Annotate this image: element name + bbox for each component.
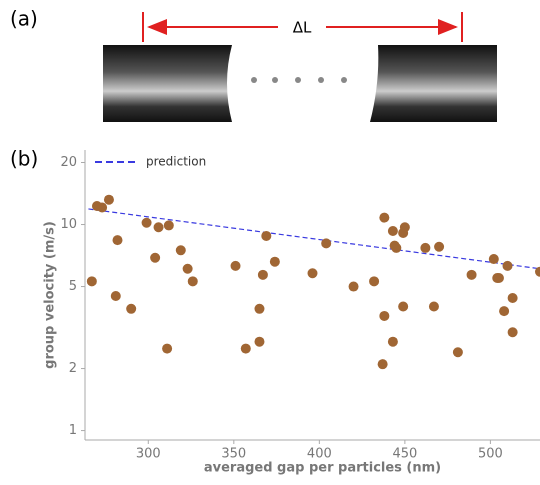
data-point bbox=[269, 256, 280, 267]
data-point bbox=[103, 194, 114, 205]
data-point bbox=[110, 290, 121, 301]
y-axis-label: group velocity (m/s) bbox=[43, 221, 58, 369]
data-point bbox=[97, 202, 108, 213]
data-point bbox=[369, 276, 380, 287]
data-point bbox=[452, 347, 463, 358]
data-point bbox=[387, 226, 398, 237]
x-tick-label: 400 bbox=[307, 447, 332, 462]
data-point bbox=[153, 222, 164, 233]
data-point bbox=[321, 238, 332, 249]
scheme: ΔL bbox=[103, 12, 497, 122]
data-point bbox=[86, 276, 97, 287]
data-point bbox=[391, 242, 402, 253]
legend-label: prediction bbox=[146, 155, 206, 169]
data-point bbox=[163, 220, 174, 231]
data-point bbox=[254, 336, 265, 347]
x-tick-label: 300 bbox=[136, 447, 161, 462]
x-tick-label: 450 bbox=[392, 447, 417, 462]
data-point bbox=[126, 303, 137, 314]
data-point bbox=[257, 269, 268, 280]
data-point bbox=[261, 230, 272, 241]
data-point bbox=[348, 281, 359, 292]
prediction-line bbox=[88, 208, 540, 270]
x-axis-label: averaged gap per particles (nm) bbox=[204, 461, 441, 476]
data-point bbox=[428, 301, 439, 312]
data-point bbox=[240, 343, 251, 354]
data-point bbox=[499, 306, 510, 317]
data-point bbox=[377, 359, 388, 370]
data-point bbox=[502, 260, 513, 271]
data-point bbox=[150, 252, 161, 263]
data-point bbox=[387, 336, 398, 347]
y-tick-label: 10 bbox=[60, 217, 77, 232]
data-point bbox=[187, 276, 198, 287]
x-tick-label: 500 bbox=[478, 447, 503, 462]
data-point bbox=[230, 260, 241, 271]
data-point bbox=[398, 301, 409, 312]
data-point bbox=[420, 242, 431, 253]
data-point bbox=[399, 222, 410, 233]
data-point bbox=[434, 241, 445, 252]
data-point bbox=[507, 327, 518, 338]
panel-label: (b) bbox=[10, 147, 38, 171]
data-point bbox=[162, 343, 173, 354]
photo-right bbox=[370, 45, 497, 122]
data-point bbox=[379, 310, 390, 321]
data-point bbox=[493, 273, 504, 284]
data-point bbox=[307, 268, 318, 279]
data-point bbox=[254, 303, 265, 314]
panel-label: (a) bbox=[10, 7, 38, 31]
data-point bbox=[535, 266, 540, 277]
y-tick-label: 20 bbox=[60, 155, 77, 170]
y-tick-label: 5 bbox=[69, 279, 77, 294]
y-tick-label: 2 bbox=[69, 361, 77, 376]
data-point bbox=[141, 217, 152, 228]
photo-left bbox=[103, 45, 232, 122]
y-tick-label: 1 bbox=[69, 423, 77, 438]
x-tick-label: 350 bbox=[221, 447, 246, 462]
data-point bbox=[507, 292, 518, 303]
data-point bbox=[175, 245, 186, 256]
data-point bbox=[488, 254, 499, 265]
ellipsis bbox=[251, 77, 347, 83]
data-point bbox=[466, 269, 477, 280]
data-point bbox=[379, 212, 390, 223]
data-point bbox=[112, 235, 123, 246]
data-point bbox=[182, 263, 193, 274]
scheme-label: ΔL bbox=[293, 19, 312, 37]
